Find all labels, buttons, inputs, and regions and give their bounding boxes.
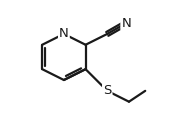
Text: N: N	[121, 17, 131, 30]
Text: N: N	[59, 27, 69, 40]
Text: S: S	[103, 84, 111, 97]
